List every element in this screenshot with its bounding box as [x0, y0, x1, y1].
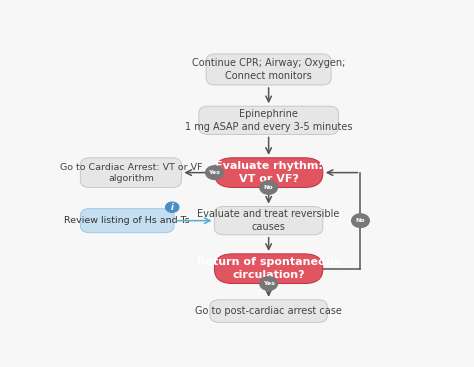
- FancyBboxPatch shape: [81, 209, 174, 233]
- Text: Continue CPR; Airway; Oxygen;
Connect monitors: Continue CPR; Airway; Oxygen; Connect mo…: [192, 58, 346, 81]
- Text: Evaluate rhythm:
VT or VF?: Evaluate rhythm: VT or VF?: [215, 161, 323, 184]
- Text: Go to Cardiac Arrest: VT or VF
algorithm: Go to Cardiac Arrest: VT or VF algorithm: [60, 163, 202, 183]
- FancyBboxPatch shape: [214, 254, 323, 284]
- FancyBboxPatch shape: [206, 54, 331, 85]
- Text: Review listing of Hs and Ts: Review listing of Hs and Ts: [64, 216, 190, 225]
- Circle shape: [165, 202, 179, 212]
- FancyBboxPatch shape: [81, 158, 182, 188]
- Circle shape: [206, 166, 223, 179]
- Text: No: No: [264, 185, 273, 190]
- FancyBboxPatch shape: [210, 300, 328, 322]
- Text: i: i: [171, 203, 173, 212]
- FancyBboxPatch shape: [214, 158, 323, 188]
- Text: Epinephrine
1 mg ASAP and every 3-5 minutes: Epinephrine 1 mg ASAP and every 3-5 minu…: [185, 109, 352, 131]
- Text: Return of spontaneous
circulation?: Return of spontaneous circulation?: [197, 258, 340, 280]
- FancyBboxPatch shape: [214, 207, 323, 235]
- FancyBboxPatch shape: [199, 106, 338, 134]
- Text: Yes: Yes: [263, 281, 274, 286]
- Circle shape: [260, 277, 277, 290]
- Text: Go to post-cardiac arrest case: Go to post-cardiac arrest case: [195, 306, 342, 316]
- Text: Yes: Yes: [209, 170, 220, 175]
- Text: No: No: [356, 218, 365, 223]
- Circle shape: [260, 181, 277, 194]
- Circle shape: [352, 214, 369, 228]
- Text: Evaluate and treat reversible
causes: Evaluate and treat reversible causes: [198, 210, 340, 232]
